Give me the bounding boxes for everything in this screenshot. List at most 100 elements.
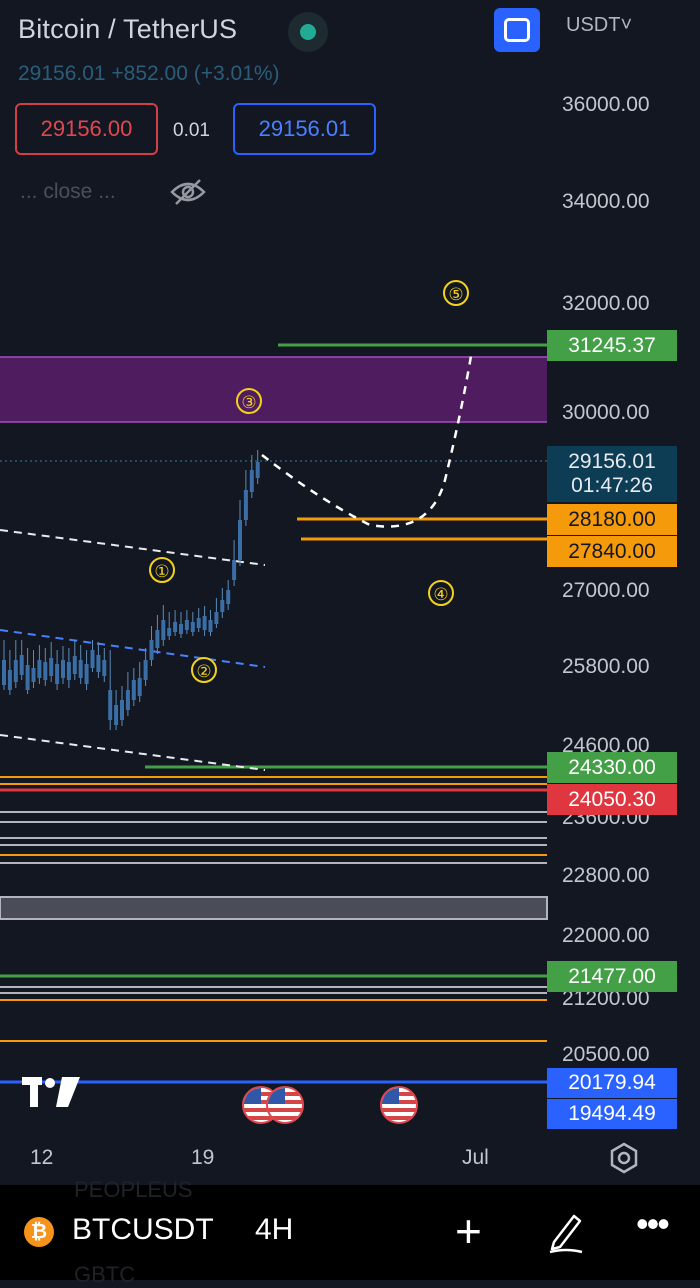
candle-body (149, 640, 154, 660)
price-tag-20179: 20179.94 (547, 1068, 677, 1098)
candle-body (184, 620, 189, 630)
pencil-icon[interactable] (546, 1210, 586, 1254)
price-axis-label: 24600.00 (562, 734, 650, 757)
candle-body (208, 620, 213, 632)
candle-body (66, 662, 71, 680)
trendline-upper (0, 529, 266, 566)
price-tag-24330: 24330.00 (547, 752, 677, 783)
candle-body (167, 628, 172, 636)
price-tag-27840: 27840.00 (547, 536, 677, 567)
wave-label-1[interactable]: ① (149, 557, 175, 583)
candle-body (196, 618, 201, 628)
time-label-jul: Jul (462, 1146, 489, 1169)
candle-body (137, 678, 142, 696)
currency-selector[interactable]: USDT˅ (566, 14, 633, 36)
wave-label-3[interactable]: ③ (236, 388, 262, 414)
candle-body (61, 660, 65, 678)
candle-body (2, 660, 6, 685)
candle-body (179, 624, 183, 634)
projection-path (261, 349, 474, 528)
candle-body (226, 590, 231, 604)
candle-body (13, 660, 18, 682)
candle-body (143, 660, 148, 680)
wave-label-4[interactable]: ④ (428, 580, 454, 606)
price-axis-label: 32000.00 (562, 292, 650, 315)
indicator-legend[interactable]: ... close ... (20, 180, 116, 203)
candle-body (102, 660, 107, 676)
price-axis-label: 21200.00 (562, 987, 650, 1010)
price-tag-31245: 31245.37 (547, 330, 677, 361)
time-label-19: 19 (191, 1146, 215, 1169)
candle-body (96, 655, 101, 672)
candle-body (125, 690, 130, 710)
eye-off-icon[interactable] (170, 178, 206, 206)
sell-price-button[interactable]: 29156.00 (15, 103, 158, 155)
price-axis-label: 25800.00 (562, 655, 650, 678)
candle-body (232, 560, 237, 580)
price-axis-label: 20500.00 (562, 1043, 650, 1066)
candle-body (249, 470, 254, 492)
candle-body (120, 700, 124, 720)
candle-body (31, 668, 36, 682)
price-tag-21477: 21477.00 (547, 961, 677, 992)
price-axis-label: 36000.00 (562, 93, 650, 116)
chart-area[interactable] (0, 0, 700, 1185)
flag-icon[interactable] (266, 1086, 304, 1124)
candle-body (190, 622, 195, 632)
plus-icon[interactable]: + (455, 1205, 482, 1257)
price-tag-current: 29156.01 01:47:26 (547, 446, 677, 502)
wave-label-2[interactable]: ② (191, 657, 217, 683)
candle-body (90, 650, 95, 668)
price-axis-label: 22000.00 (562, 924, 650, 947)
bottom-toolbar (0, 1185, 700, 1280)
settings-icon[interactable] (608, 1142, 640, 1174)
candle-body (243, 490, 248, 520)
wave-label-5[interactable]: ⑤ (443, 280, 469, 306)
candle-body (49, 658, 54, 676)
timeframe-button[interactable]: 4H (255, 1213, 294, 1246)
tradingview-logo (22, 1077, 80, 1107)
time-label-12: 12 (30, 1146, 54, 1169)
symbol-title[interactable]: Bitcoin / TetherUS (18, 14, 238, 44)
fullscreen-icon[interactable] (494, 8, 540, 52)
current-price: 29156.01 (568, 450, 656, 473)
watchlist-ghost-bottom: GBTC (74, 1262, 136, 1287)
candle-body (202, 616, 207, 630)
candlesticks (2, 450, 260, 730)
watchlist-ghost-top: PEOPLEUS (74, 1177, 193, 1202)
symbol-button[interactable]: BTCUSDT (72, 1213, 214, 1246)
price-tag-19494: 19494.49 (547, 1099, 677, 1129)
buy-price-button[interactable]: 29156.01 (233, 103, 376, 155)
price-axis-label: 30000.00 (562, 401, 650, 424)
flag-icon[interactable] (380, 1086, 418, 1124)
candle-body (114, 705, 119, 725)
candle-body (108, 690, 113, 720)
candle-body (7, 670, 12, 690)
candle-body (19, 655, 24, 675)
candle-body (37, 660, 42, 678)
candle-body (173, 622, 178, 632)
price-axis-label: 22800.00 (562, 864, 650, 887)
more-icon[interactable]: ••• (636, 1203, 670, 1244)
candle-body (78, 660, 83, 678)
candle-body (214, 612, 219, 624)
candle-body (25, 665, 30, 690)
bitcoin-icon: ₿ (24, 1217, 54, 1247)
price-change-quote: 29156.01 +852.00 (+3.01%) (18, 62, 280, 85)
candle-countdown: 01:47:26 (571, 474, 653, 497)
candle-body (84, 664, 89, 684)
price-tag-28180: 28180.00 (547, 504, 677, 535)
price-axis-label: 34000.00 (562, 190, 650, 213)
green-dot-icon (288, 12, 328, 52)
candle-body (131, 680, 136, 700)
spread-value: 0.01 (173, 120, 210, 141)
price-tag-24050: 24050.30 (547, 784, 677, 815)
candle-body (255, 462, 260, 478)
candle-body (155, 630, 160, 648)
candle-body (220, 600, 225, 612)
price-axis-label: 27000.00 (562, 579, 650, 602)
candle-body (55, 664, 60, 684)
trendline-mid (0, 629, 266, 668)
candle-body (43, 662, 48, 680)
candle-body (72, 656, 77, 674)
